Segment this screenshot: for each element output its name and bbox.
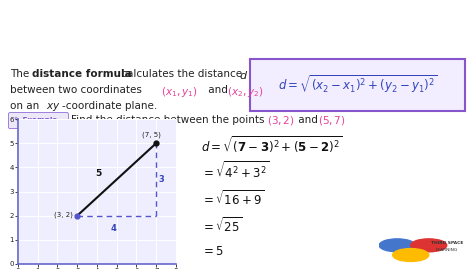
Text: $(x_1, y_1)$: $(x_1, y_1)$: [161, 85, 198, 99]
Text: Find the distance between the points: Find the distance between the points: [71, 115, 268, 125]
Text: $d$: $d$: [239, 69, 248, 81]
Bar: [250, 59, 465, 111]
Text: -coordinate plane.: -coordinate plane.: [62, 101, 157, 111]
Text: ✎ Example: ✎ Example: [14, 117, 57, 123]
Text: $d = \sqrt{(x_2 - x_1)^2 + (y_2 - y_1)^2}$: $d = \sqrt{(x_2 - x_1)^2 + (y_2 - y_1)^2…: [278, 74, 438, 96]
Text: calculates the distance: calculates the distance: [118, 69, 246, 79]
Text: The: The: [10, 69, 33, 79]
Text: $= 5$: $= 5$: [201, 245, 223, 258]
Text: $= \sqrt{25}$: $= \sqrt{25}$: [201, 217, 242, 235]
Text: $(5, 7)$: $(5, 7)$: [318, 114, 346, 127]
Text: distance formula: distance formula: [32, 69, 132, 79]
Text: 5: 5: [95, 169, 101, 178]
Circle shape: [392, 249, 428, 261]
Text: $= \sqrt{4^2 + 3^2}$: $= \sqrt{4^2 + 3^2}$: [201, 161, 269, 182]
Text: on an: on an: [10, 101, 43, 111]
Text: and: and: [205, 85, 231, 95]
Text: 3: 3: [159, 175, 164, 184]
Text: $d = \sqrt{(\mathbf{7} - \mathbf{3})^2 + (\mathbf{5} - \mathbf{2})^2}$: $d = \sqrt{(\mathbf{7} - \mathbf{3})^2 +…: [201, 135, 342, 157]
Text: between two coordinates: between two coordinates: [10, 85, 145, 95]
Text: LEARNING: LEARNING: [436, 248, 458, 252]
Text: (3, 2): (3, 2): [54, 211, 73, 218]
Text: and: and: [295, 115, 321, 125]
Text: THIRD SPACE: THIRD SPACE: [430, 241, 463, 245]
Text: 4: 4: [111, 224, 117, 233]
Text: $= \sqrt{16 + 9}$: $= \sqrt{16 + 9}$: [201, 189, 264, 208]
FancyBboxPatch shape: [9, 113, 69, 129]
Text: Distance Formula: Distance Formula: [7, 18, 183, 36]
Circle shape: [379, 239, 415, 252]
Text: (7, 5): (7, 5): [142, 131, 161, 138]
Text: $(x_2, y_2)$: $(x_2, y_2)$: [227, 85, 264, 99]
Text: $xy$: $xy$: [46, 101, 61, 113]
Circle shape: [410, 239, 447, 252]
Text: $(3, 2)$: $(3, 2)$: [267, 114, 295, 127]
